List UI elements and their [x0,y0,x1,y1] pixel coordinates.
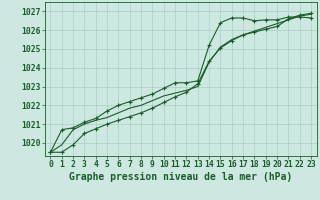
X-axis label: Graphe pression niveau de la mer (hPa): Graphe pression niveau de la mer (hPa) [69,172,292,182]
